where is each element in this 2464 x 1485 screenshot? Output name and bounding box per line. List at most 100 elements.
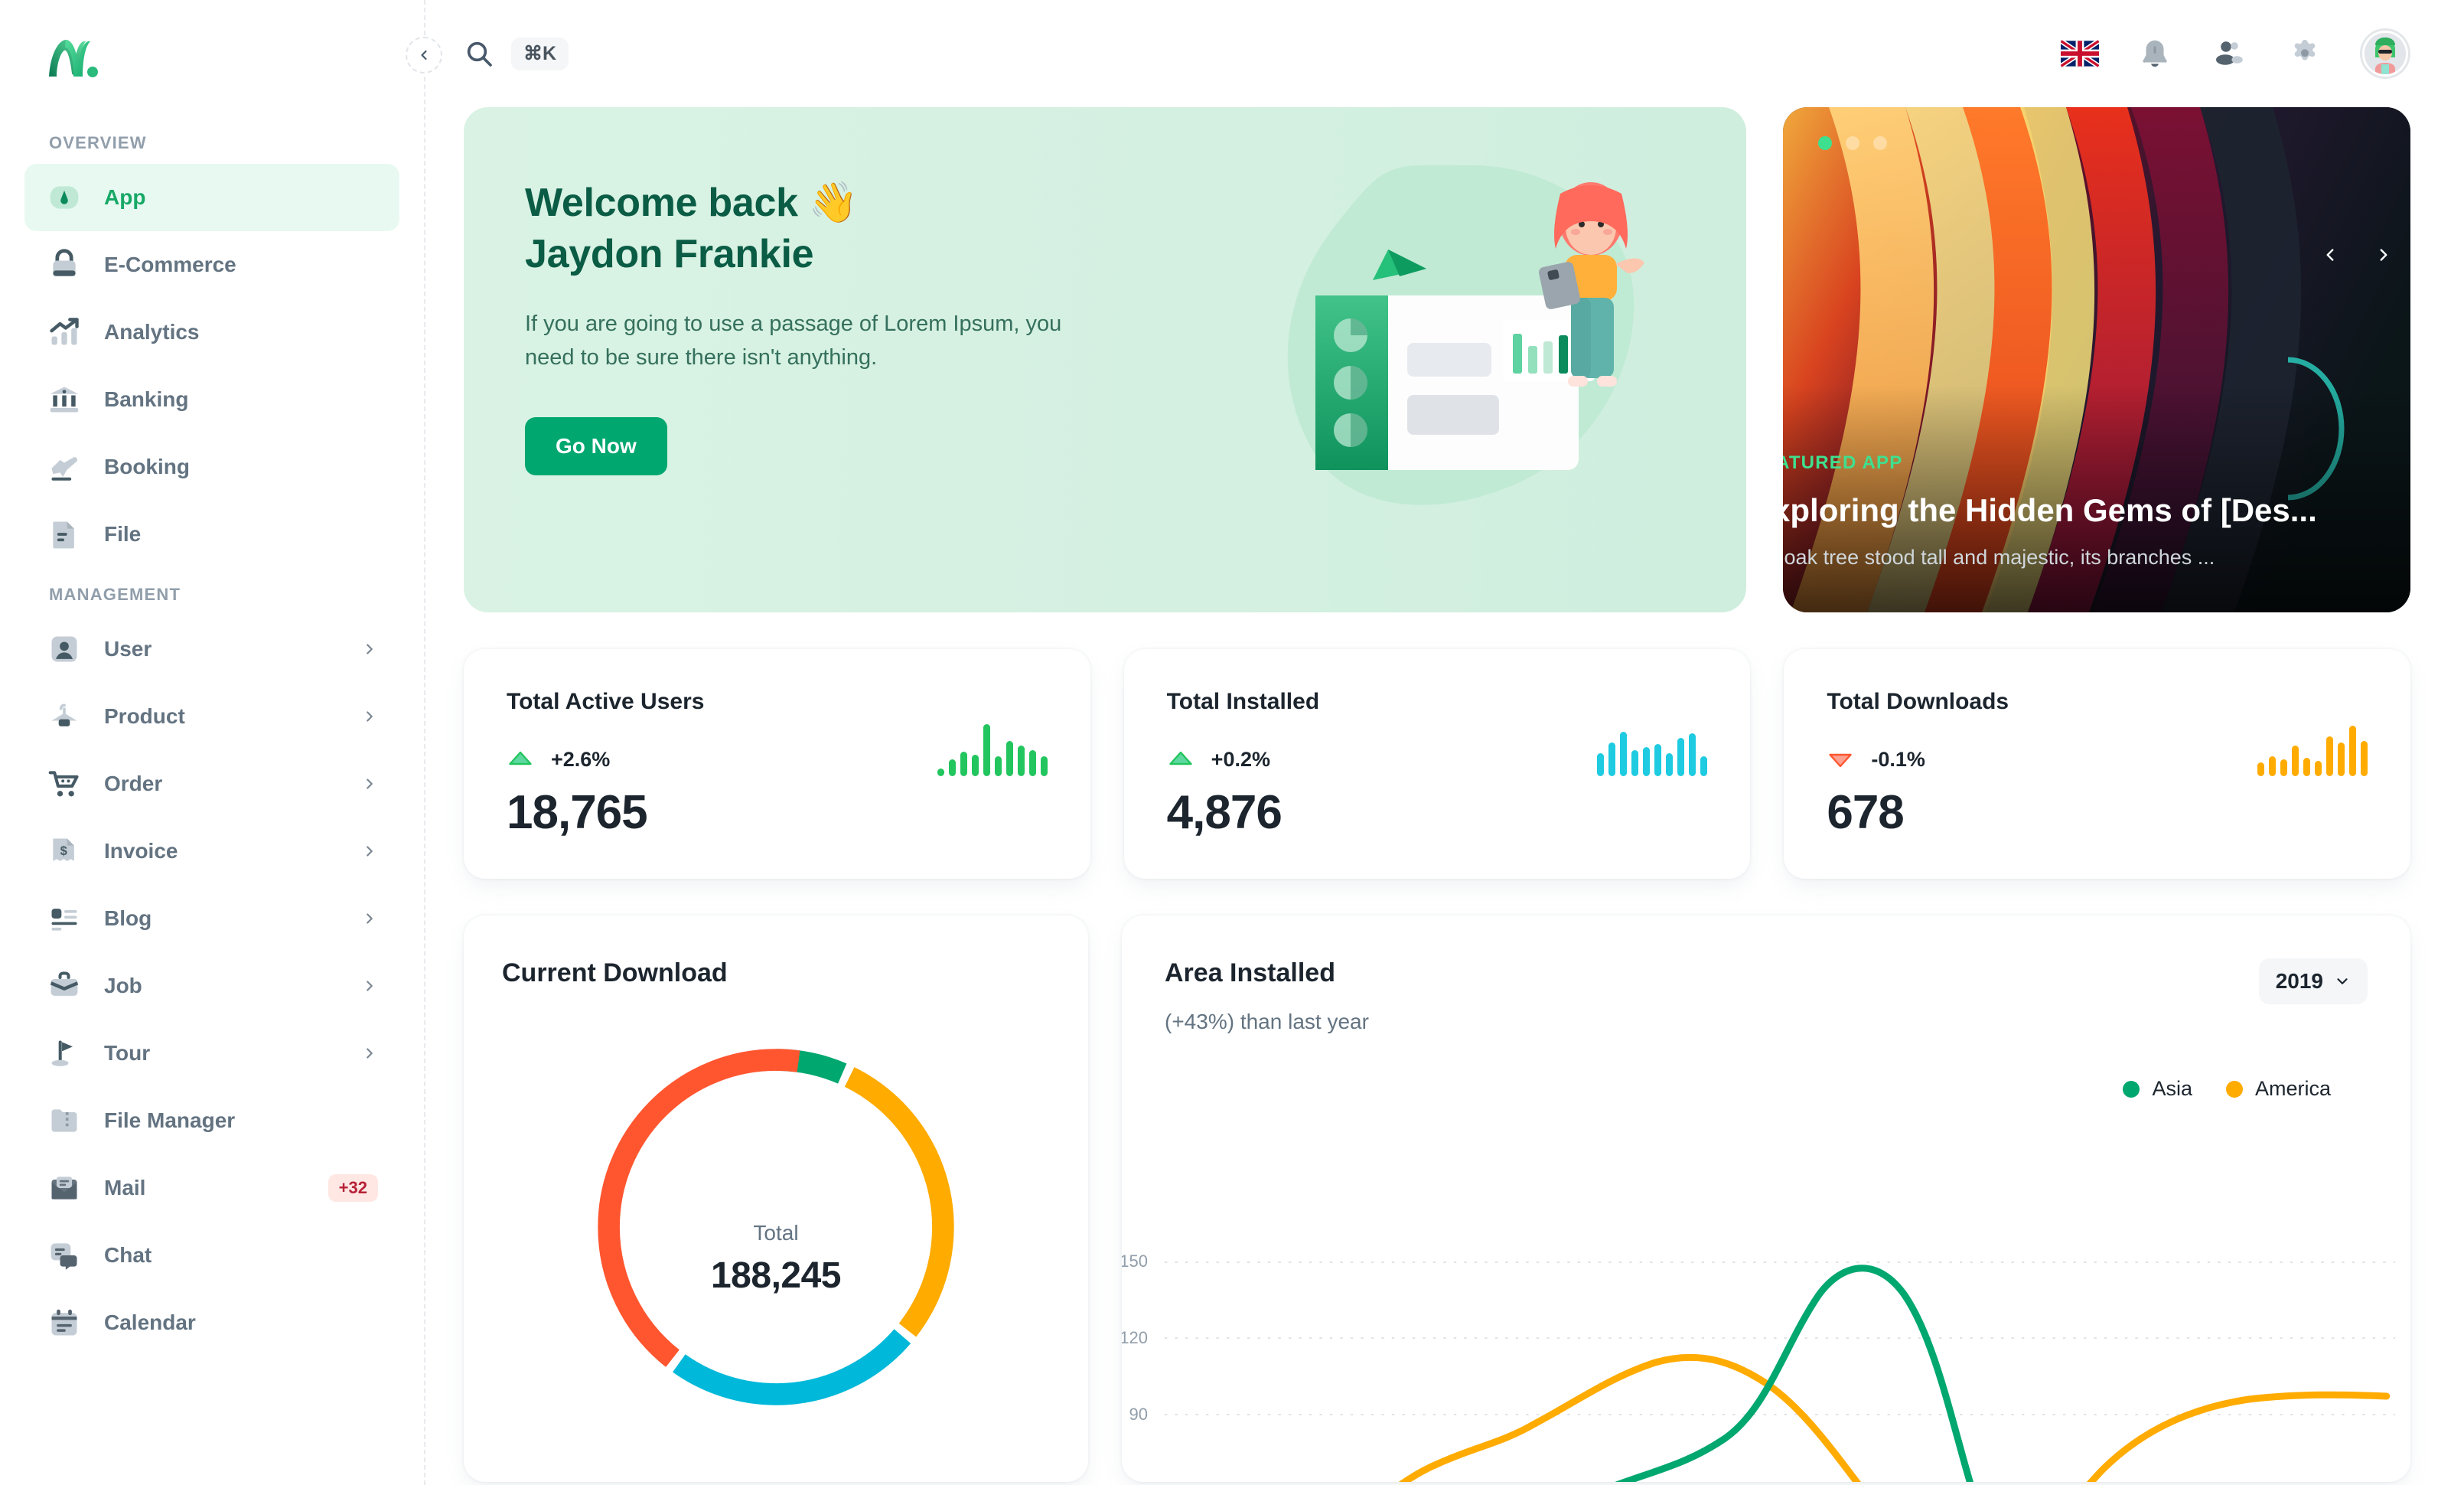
brand-logo[interactable] xyxy=(24,0,399,116)
svg-text:$: $ xyxy=(60,844,67,858)
area-installed-card: Area Installed (+43%) than last year 201… xyxy=(1122,915,2410,1482)
bank-icon xyxy=(46,381,83,418)
carousel-dot-3[interactable] xyxy=(1873,136,1887,150)
chat-bubbles-icon xyxy=(46,1237,83,1274)
chevron-right-icon xyxy=(367,913,373,924)
legend-item-america[interactable]: America xyxy=(2225,1077,2331,1101)
sidebar-item-label: File xyxy=(104,522,142,546)
topbar: ⌘K xyxy=(425,0,2464,107)
search-shortcut-key[interactable]: ⌘K xyxy=(511,37,569,70)
bell-glyph xyxy=(2143,40,2167,67)
chevron-right-icon xyxy=(367,1048,373,1059)
sidebar-item-product[interactable]: Product xyxy=(24,683,399,750)
stat-card-total-installed: Total Installed +0.2% 4,876 xyxy=(1123,649,1751,879)
gear-icon[interactable] xyxy=(2285,34,2325,73)
airplane-icon xyxy=(46,449,83,485)
uk-flag-icon[interactable] xyxy=(2060,34,2100,73)
sidebar-item-label: Order xyxy=(104,772,163,795)
sidebar-item-label: Booking xyxy=(104,455,190,478)
main-area: ⌘K xyxy=(425,0,2464,1485)
sidebar-item-label: Chat xyxy=(104,1243,152,1267)
stat-trend: +2.6% xyxy=(507,746,1048,773)
stat-title: Total Downloads xyxy=(1827,689,2009,714)
featured-background-image xyxy=(1783,107,2410,612)
year-select[interactable]: 2019 xyxy=(2258,958,2368,1004)
donut-slice-ios[interactable] xyxy=(598,1049,954,1405)
chevron-right-icon[interactable] xyxy=(2374,245,2394,265)
sidebar-item-file-manager[interactable]: File Manager xyxy=(24,1087,399,1154)
hanger-icon xyxy=(46,698,83,735)
sidebar-item-chat[interactable]: Chat xyxy=(24,1222,399,1289)
sidebar-item-app[interactable]: App xyxy=(24,164,399,231)
stat-value: 678 xyxy=(1827,786,1904,839)
stat-value: 4,876 xyxy=(1166,786,1283,839)
carousel-dot-1[interactable] xyxy=(1818,136,1832,150)
minimal-logo-icon xyxy=(49,40,98,77)
row-stats: Total Active Users +2.6% 18,765 Total In… xyxy=(464,649,2411,879)
carousel-dots[interactable] xyxy=(1818,136,1887,150)
avatar[interactable] xyxy=(2360,28,2410,79)
sidebar-item-blog[interactable]: Blog xyxy=(24,885,399,952)
sidebar-item-analytics[interactable]: Analytics xyxy=(24,299,399,366)
sidebar-item-order[interactable]: Order xyxy=(24,750,399,818)
sidebar-collapse-button[interactable] xyxy=(406,37,442,73)
go-now-button[interactable]: Go Now xyxy=(525,417,667,476)
trend-up-icon xyxy=(509,751,532,765)
row-hero: Welcome back 👋 Jaydon Frankie If you are… xyxy=(464,107,2410,612)
y-axis-tick: 150 xyxy=(1122,1252,1148,1271)
sidebar-item-mail[interactable]: Mail +32 xyxy=(24,1154,399,1222)
bell-icon[interactable] xyxy=(2135,34,2175,73)
sidebar-item-e-commerce[interactable]: E-Commerce xyxy=(24,231,399,299)
sidebar-item-banking[interactable]: Banking xyxy=(24,366,399,433)
chevron-right-icon xyxy=(367,846,373,857)
featured-app-card[interactable]: FEATURED APP Exploring the Hidden Gems o… xyxy=(1783,107,2410,612)
search-icon[interactable] xyxy=(464,38,494,69)
y-axis-tick: 120 xyxy=(1122,1327,1148,1347)
carousel-dot-2[interactable] xyxy=(1846,136,1859,150)
donut-total-value: 188,245 xyxy=(710,1255,842,1296)
chart-legend: Asia America xyxy=(1165,1077,2368,1101)
sidebar-item-tour[interactable]: Tour xyxy=(24,1020,399,1087)
sidebar-item-label: Mail xyxy=(104,1176,146,1199)
chevron-left-icon xyxy=(421,50,427,60)
stat-card-total-active-users: Total Active Users +2.6% 18,765 xyxy=(464,649,1090,879)
dashboard-content: Welcome back 👋 Jaydon Frankie If you are… xyxy=(425,107,2464,1482)
sidebar-item-label: E-Commerce xyxy=(104,253,236,276)
sidebar-item-booking[interactable]: Booking xyxy=(24,433,399,501)
stat-percent: -0.1% xyxy=(1871,747,1925,771)
chevron-left-icon[interactable] xyxy=(2320,245,2340,265)
sidebar-item-job[interactable]: Job xyxy=(24,952,399,1020)
avatar-image xyxy=(2365,33,2406,74)
sidebar-item-label: User xyxy=(104,637,152,661)
calendar-icon xyxy=(46,1304,83,1341)
carousel-arrows xyxy=(2320,245,2394,265)
sidebar: OVERVIEW App E-Commerce Analytics xyxy=(0,0,442,1485)
legend-item-asia[interactable]: Asia xyxy=(2123,1077,2192,1101)
sidebar-item-invoice[interactable]: $ Invoice xyxy=(24,818,399,885)
stat-percent: +2.6% xyxy=(551,747,611,771)
y-axis-tick: 90 xyxy=(1129,1404,1148,1424)
trend-up-icon xyxy=(1168,751,1192,765)
sidebar-item-file[interactable]: File xyxy=(24,501,399,568)
donut-slice-window[interactable] xyxy=(598,1049,954,1405)
contacts-icon[interactable] xyxy=(2210,34,2250,73)
avatar-glyph xyxy=(2365,33,2406,74)
gear-glyph xyxy=(2294,39,2316,60)
donut-svg xyxy=(598,1049,954,1405)
line-chart-svg xyxy=(1165,1261,2395,1482)
chevron-down-icon xyxy=(2337,978,2348,984)
current-download-card: Current Download Total 1 xyxy=(464,915,1088,1482)
stat-trend: -0.1% xyxy=(1827,746,2368,773)
sidebar-item-calendar[interactable]: Calendar xyxy=(24,1289,399,1356)
sidebar-item-label: Invoice xyxy=(104,839,178,863)
sidebar-item-user[interactable]: User xyxy=(24,615,399,683)
file-icon xyxy=(46,516,83,553)
area-header: Area Installed (+43%) than last year 201… xyxy=(1165,958,2368,1034)
legend-label: Asia xyxy=(2152,1077,2192,1100)
donut-slice-android[interactable] xyxy=(598,1049,954,1405)
mail-icon xyxy=(46,1170,83,1206)
welcome-banner: Welcome back 👋 Jaydon Frankie If you are… xyxy=(464,107,1746,612)
series-line-america xyxy=(1181,1357,2386,1482)
sidebar-item-label: Tour xyxy=(104,1041,151,1065)
